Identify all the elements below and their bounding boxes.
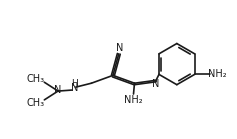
Text: NH₂: NH₂ — [208, 69, 227, 79]
Text: CH₃: CH₃ — [27, 98, 45, 108]
Text: NH₂: NH₂ — [124, 95, 143, 105]
Text: N: N — [71, 83, 78, 93]
Text: CH₃: CH₃ — [27, 74, 45, 84]
Text: H: H — [71, 79, 78, 88]
Text: N: N — [54, 85, 62, 95]
Text: N: N — [116, 43, 123, 53]
Text: N: N — [152, 79, 160, 89]
